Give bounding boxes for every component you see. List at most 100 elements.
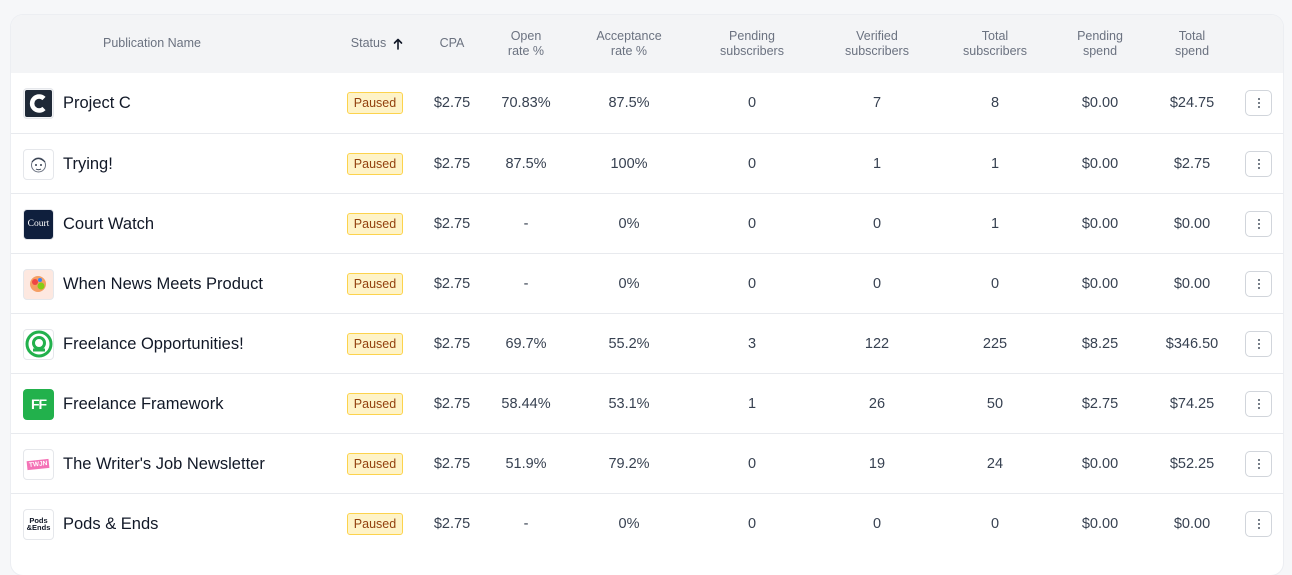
table-row[interactable]: TWJN The Writer's Job Newsletter Paused … <box>11 433 1283 493</box>
kebab-dot <box>1257 167 1260 169</box>
column-header-pending-spend[interactable]: Pending spend <box>1077 28 1123 59</box>
open-rate-value: - <box>523 276 529 292</box>
status-cell: Paused <box>337 194 413 254</box>
kebab-dot <box>1257 163 1260 165</box>
publication-name[interactable]: Project C <box>63 93 131 112</box>
column-header-total-subscribers[interactable]: Total subscribers <box>963 28 1027 59</box>
kebab-dot <box>1257 467 1260 469</box>
row-actions-button[interactable] <box>1245 451 1272 477</box>
pods-ends-logo: Pods &Ends <box>23 508 54 540</box>
project-c-logo <box>23 87 54 119</box>
verified-subscribers-value: 122 <box>864 336 890 352</box>
acceptance-rate-value: 0% <box>618 216 640 232</box>
publication-name[interactable]: Freelance Opportunities! <box>63 334 244 353</box>
status-cell: Paused <box>337 73 413 133</box>
column-header-acceptance-rate[interactable]: Acceptance rate % <box>596 28 662 59</box>
kebab-dot <box>1257 106 1260 108</box>
table-row[interactable]: Court Court Watch Paused $2.75 - 0% 0 0 … <box>11 193 1283 253</box>
publication-name[interactable]: Court Watch <box>63 214 155 233</box>
project-c-icon <box>25 89 52 117</box>
verified-subscribers-value: 26 <box>868 396 886 412</box>
status-cell: Paused <box>337 254 413 314</box>
open-rate-value: 69.7% <box>505 336 547 352</box>
cpa-value: $2.75 <box>433 95 471 111</box>
publication-name[interactable]: The Writer's Job Newsletter <box>63 454 265 473</box>
pending-subscribers-value: 0 <box>747 456 757 472</box>
verified-subscribers-value: 0 <box>872 516 882 532</box>
publication-name[interactable]: Pods & Ends <box>63 514 159 533</box>
column-header-cpa[interactable]: CPA <box>439 36 465 51</box>
pending-subscribers-value: 1 <box>747 396 757 412</box>
publication-cell: TWJN The Writer's Job Newsletter <box>23 434 265 494</box>
acceptance-rate-value: 0% <box>618 276 640 292</box>
column-header-pending-subscribers[interactable]: Pending subscribers <box>720 28 784 59</box>
publication-cell: Court Court Watch <box>23 194 154 254</box>
sketch-face-icon <box>31 157 46 172</box>
row-actions-button[interactable] <box>1245 271 1272 297</box>
publications-table: Publication Name Status CPA Open rate % … <box>11 15 1283 575</box>
kebab-dot <box>1257 102 1260 104</box>
publication-name[interactable]: Freelance Framework <box>63 394 224 413</box>
publication-name[interactable]: When News Meets Product <box>63 274 263 293</box>
total-spend-value: $346.50 <box>1165 336 1219 352</box>
row-actions-button[interactable] <box>1245 211 1272 237</box>
table-row[interactable]: Project C Paused $2.75 70.83% 87.5% 0 7 … <box>11 73 1283 133</box>
row-actions-button[interactable] <box>1245 511 1272 537</box>
acceptance-rate-value: 87.5% <box>608 95 650 111</box>
publication-name[interactable]: Trying! <box>63 154 113 173</box>
table-row[interactable]: FF Freelance Framework Paused $2.75 58.4… <box>11 373 1283 433</box>
table-row[interactable]: Freelance Opportunities! Paused $2.75 69… <box>11 313 1283 373</box>
column-header-publication-name[interactable]: Publication Name <box>103 36 201 51</box>
total-spend-value: $0.00 <box>1173 276 1211 292</box>
when-news-logo <box>23 268 54 300</box>
cpa-value: $2.75 <box>433 276 471 292</box>
column-header-open-rate[interactable]: Open rate % <box>507 28 545 59</box>
publication-cell: When News Meets Product <box>23 254 263 314</box>
publication-cell: FF Freelance Framework <box>23 374 223 434</box>
pending-spend-value: $0.00 <box>1081 516 1119 532</box>
column-header-verified-subscribers[interactable]: Verified subscribers <box>845 28 909 59</box>
row-actions-button[interactable] <box>1245 90 1272 116</box>
table-row[interactable]: Trying! Paused $2.75 87.5% 100% 0 1 1 $0… <box>11 133 1283 193</box>
column-header-total-spend[interactable]: Total spend <box>1174 28 1210 59</box>
pending-spend-value: $0.00 <box>1081 156 1119 172</box>
acceptance-rate-value: 100% <box>610 156 648 172</box>
kebab-dot <box>1257 219 1260 221</box>
row-actions-button[interactable] <box>1245 391 1272 417</box>
publication-cell: Pods &Ends Pods & Ends <box>23 494 158 554</box>
pending-subscribers-value: 0 <box>747 95 757 111</box>
column-header-status[interactable]: Status <box>337 15 417 73</box>
total-spend-value: $52.25 <box>1169 456 1215 472</box>
pending-subscribers-value: 0 <box>747 216 757 232</box>
open-rate-value: - <box>523 216 529 232</box>
total-subscribers-value: 0 <box>990 516 1000 532</box>
pending-spend-value: $0.00 <box>1081 276 1119 292</box>
total-subscribers-value: 0 <box>990 276 1000 292</box>
open-rate-value: - <box>523 516 529 532</box>
row-actions-button[interactable] <box>1245 151 1272 177</box>
status-badge: Paused <box>346 453 404 475</box>
kebab-dot <box>1257 279 1260 281</box>
table-body: Project C Paused $2.75 70.83% 87.5% 0 7 … <box>11 73 1283 553</box>
twjn-mark: TWJN <box>26 458 51 470</box>
table-row[interactable]: Pods &Ends Pods & Ends Paused $2.75 - 0%… <box>11 493 1283 553</box>
total-spend-value: $74.25 <box>1169 396 1215 412</box>
total-subscribers-value: 225 <box>982 336 1008 352</box>
cpa-value: $2.75 <box>433 396 471 412</box>
verified-subscribers-value: 0 <box>872 276 882 292</box>
total-subscribers-value: 50 <box>986 396 1004 412</box>
status-badge: Paused <box>346 333 404 355</box>
table-header: Publication Name Status CPA Open rate % … <box>11 15 1283 73</box>
table-row[interactable]: When News Meets Product Paused $2.75 - 0… <box>11 253 1283 313</box>
pending-spend-value: $0.00 <box>1081 216 1119 232</box>
row-actions-button[interactable] <box>1245 331 1272 357</box>
pending-spend-value: $8.25 <box>1081 336 1119 352</box>
arrow-up-icon <box>393 38 403 50</box>
status-badge: Paused <box>346 393 404 415</box>
total-subscribers-value: 1 <box>990 156 1000 172</box>
status-badge: Paused <box>346 273 404 295</box>
freelance-framework-logo: FF <box>23 388 54 420</box>
kebab-dot <box>1257 98 1260 100</box>
status-badge: Paused <box>346 513 404 535</box>
kebab-dot <box>1257 287 1260 289</box>
